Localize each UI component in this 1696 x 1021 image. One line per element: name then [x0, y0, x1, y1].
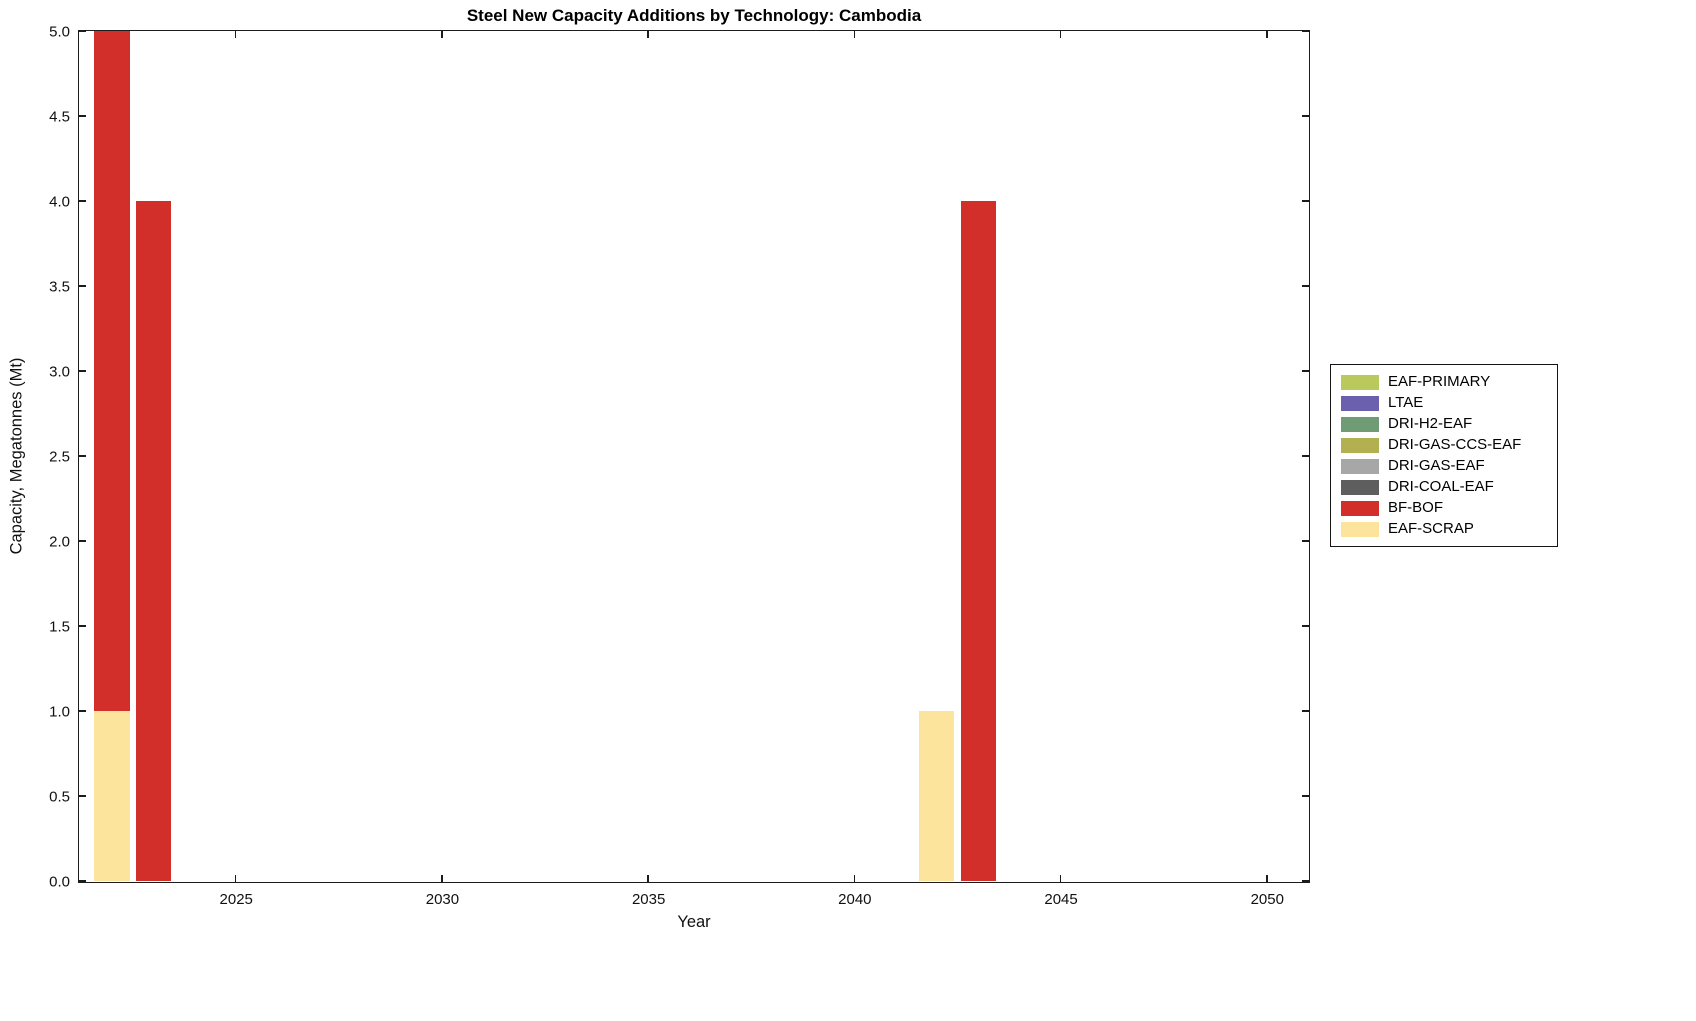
x-tick-label: 2040 — [838, 891, 872, 908]
x-tick-label: 2025 — [219, 891, 253, 908]
bar-segment-eaf-scrap-2022 — [94, 711, 130, 881]
y-tick-label: 2.5 — [49, 448, 70, 465]
x-tickmark — [1059, 875, 1062, 882]
plot-area — [78, 30, 1310, 883]
y-tickmark — [79, 710, 86, 712]
x-tickmark — [853, 875, 856, 882]
legend-swatch-icon — [1341, 479, 1379, 495]
y-tickmark — [79, 795, 86, 797]
legend-item-eaf-primary: EAF-PRIMARY — [1341, 374, 1547, 390]
y-tickmark — [1302, 370, 1309, 372]
legend-label: EAF-SCRAP — [1388, 520, 1474, 537]
bar-segment-bf-bof-2043 — [960, 201, 996, 881]
x-tick-label: 2050 — [1250, 891, 1284, 908]
x-axis-label: Year — [677, 913, 711, 931]
y-tick-label: 0.0 — [49, 873, 70, 890]
legend-swatch-icon — [1341, 458, 1379, 474]
y-tickmark — [1302, 625, 1309, 627]
legend-item-dri-gas-eaf: DRI-GAS-EAF — [1341, 458, 1547, 474]
legend-label: DRI-H2-EAF — [1388, 415, 1473, 432]
x-tick-label: 2030 — [425, 891, 460, 908]
y-tick-label: 4.0 — [49, 193, 70, 210]
y-tickmark — [1302, 455, 1309, 457]
legend-swatch-icon — [1341, 500, 1379, 516]
legend-label: LTAE — [1388, 394, 1424, 411]
x-tickmark — [647, 31, 649, 38]
y-axis-label: Capacity, Megatonnes (Mt) — [7, 357, 26, 555]
y-tickmark — [79, 285, 86, 287]
x-tickmark — [441, 31, 443, 38]
legend-label: DRI-GAS-EAF — [1388, 457, 1485, 474]
x-tickmark — [234, 875, 237, 882]
x-tickmark — [647, 875, 649, 882]
legend-swatch-icon — [1341, 416, 1379, 432]
legend-swatch-icon — [1341, 521, 1379, 537]
y-tick-label: 2.0 — [49, 533, 70, 550]
y-tick-label: 1.0 — [49, 703, 70, 720]
x-tickmark — [234, 31, 237, 38]
legend-swatch-icon — [1341, 437, 1379, 453]
y-tick-label: 3.5 — [49, 278, 70, 295]
chart-title: Steel New Capacity Additions by Technolo… — [466, 6, 922, 25]
x-tickmark — [853, 31, 856, 38]
y-tickmark — [1302, 200, 1309, 202]
bar-segment-bf-bof-2022 — [94, 31, 130, 711]
y-tick-label: 4.5 — [49, 108, 70, 125]
y-tickmark — [1302, 880, 1309, 882]
x-tickmark — [1266, 31, 1268, 38]
legend-swatch-icon — [1341, 395, 1379, 411]
y-tick-label: 3.0 — [49, 363, 70, 380]
bar-segment-bf-bof-2023 — [135, 201, 171, 881]
legend-item-ltae: LTAE — [1341, 395, 1547, 411]
x-tick-label: 2035 — [631, 891, 666, 908]
y-tickmark — [79, 200, 86, 202]
legend: EAF-PRIMARY LTAE DRI-H2-EAF DRI-GAS-CCS-EAF… — [1330, 364, 1558, 547]
y-tick-label: 5.0 — [49, 23, 70, 40]
y-tickmark — [79, 370, 86, 372]
bar-segment-eaf-scrap-2042 — [919, 711, 955, 881]
legend-item-bf-bof: BF-BOF — [1341, 500, 1547, 516]
legend-item-dri-coal-eaf: DRI-COAL-EAF — [1341, 479, 1547, 495]
x-tick-label: 2045 — [1044, 891, 1078, 908]
legend-item-eaf-scrap: EAF-SCRAP — [1341, 521, 1547, 537]
x-tickmark — [1059, 31, 1062, 38]
y-tickmark — [79, 31, 86, 32]
legend-label: EAF-PRIMARY — [1388, 373, 1491, 390]
y-tickmark — [1302, 540, 1309, 542]
y-tick-label: 1.5 — [49, 618, 70, 635]
y-tickmark — [1302, 31, 1309, 32]
legend-label: DRI-COAL-EAF — [1388, 478, 1494, 495]
y-tickmark — [1302, 115, 1309, 117]
legend-label: DRI-GAS-CCS-EAF — [1388, 436, 1522, 453]
legend-label: BF-BOF — [1388, 499, 1443, 516]
y-tickmark — [79, 540, 86, 542]
legend-item-dri-gas-ccs-eaf: DRI-GAS-CCS-EAF — [1341, 437, 1547, 453]
y-tickmark — [1302, 795, 1309, 797]
legend-item-dri-h2-eaf: DRI-H2-EAF — [1341, 416, 1547, 432]
y-tickmark — [1302, 710, 1309, 712]
legend-swatch-icon — [1341, 374, 1379, 390]
x-tickmark — [441, 875, 443, 882]
y-tickmark — [79, 115, 86, 117]
y-tickmark — [79, 455, 86, 457]
y-tick-label: 0.5 — [49, 788, 70, 805]
y-tickmark — [79, 625, 86, 627]
y-tickmark — [1302, 285, 1309, 287]
x-tickmark — [1266, 875, 1268, 882]
y-tickmark — [79, 880, 86, 882]
